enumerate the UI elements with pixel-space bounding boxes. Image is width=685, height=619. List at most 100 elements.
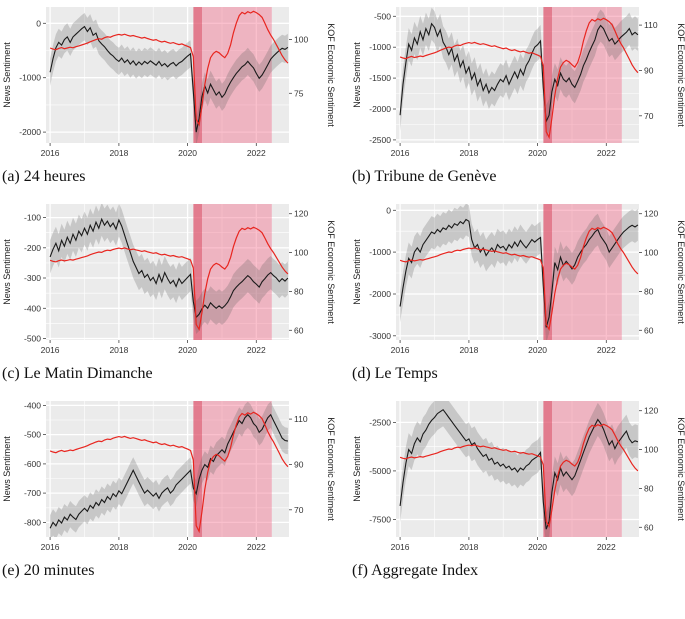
chart-aggregate-index: -2500 -5000 -7500 120 100 80 60 2016 2018 2020 202… bbox=[350, 396, 685, 556]
x-tick-label: 2020 bbox=[178, 345, 197, 355]
x-tick-label: 2022 bbox=[247, 148, 266, 158]
left-axis-title: News Sentiment bbox=[352, 436, 362, 502]
x-tick-label: 2020 bbox=[528, 148, 547, 158]
right-tick-label: 90 bbox=[644, 66, 654, 76]
chart-20-minutes: -400 -500 -600 -700 -800 110 90 70 2016 2018 2020 2… bbox=[0, 396, 336, 556]
right-tick-label: 70 bbox=[644, 111, 654, 121]
right-axis-title: KOF Economic Sentiment bbox=[676, 220, 685, 324]
x-tick-label: 2018 bbox=[459, 542, 478, 552]
x-tick-label: 2020 bbox=[178, 542, 197, 552]
series-group bbox=[399, 204, 639, 340]
right-tick-label: 100 bbox=[294, 34, 308, 44]
x-tick-label: 2016 bbox=[41, 345, 60, 355]
x-tick-label: 2020 bbox=[528, 542, 547, 552]
left-tick-label: -2500 bbox=[369, 135, 391, 145]
x-tick-label: 2022 bbox=[247, 542, 266, 552]
kof-sentiment-line bbox=[399, 17, 639, 140]
first-lockdown-shade bbox=[543, 7, 552, 143]
kof-sentiment-line bbox=[49, 411, 289, 534]
chart-svg: 0 -1000 -2000 100 75 2016 2018 2020 2022 News Sen… bbox=[2, 7, 336, 158]
chart-svg: -100 -200 -300 -400 -500 120 100 80 60 2016 2018 20… bbox=[2, 204, 336, 355]
left-tick-label: -1000 bbox=[369, 247, 391, 257]
figure-six-panel-sentiment: 0 -1000 -2000 100 75 2016 2018 2020 2022 News Sen… bbox=[0, 2, 685, 593]
right-tick-label: 60 bbox=[644, 325, 654, 335]
x-tick-label: 2018 bbox=[109, 148, 128, 158]
caption-c: (c) Le Matin Dimanche bbox=[2, 365, 153, 382]
panel-e: -400 -500 -600 -700 -800 110 90 70 2016 2018 2020 2… bbox=[0, 396, 336, 593]
x-tick-label: 2018 bbox=[109, 345, 128, 355]
left-tick-label: -300 bbox=[24, 273, 41, 283]
right-tick-label: 120 bbox=[294, 209, 308, 219]
panel-c: -100 -200 -300 -400 -500 120 100 80 60 2016 2018 20… bbox=[0, 199, 336, 396]
x-tick-label: 2020 bbox=[528, 345, 547, 355]
left-tick-label: -1500 bbox=[369, 73, 391, 83]
right-tick-label: 75 bbox=[294, 88, 304, 98]
plot-background bbox=[46, 401, 289, 537]
left-tick-label: -1000 bbox=[19, 73, 41, 83]
right-tick-label: 60 bbox=[294, 325, 304, 335]
kof-sentiment-line bbox=[399, 226, 639, 331]
series-group bbox=[49, 401, 289, 537]
first-lockdown-shade bbox=[193, 204, 202, 340]
left-tick-label: -3000 bbox=[369, 331, 391, 341]
chart-24-heures: 0 -1000 -2000 100 75 2016 2018 2020 2022 News Sen… bbox=[0, 2, 336, 162]
left-tick-label: -700 bbox=[24, 488, 41, 498]
panel-b: -500 -1000 -1500 -2000 -2500 110 90 70 2016 2018 2… bbox=[350, 2, 685, 199]
caption-a: (a) 24 heures bbox=[2, 168, 86, 185]
left-tick-label: -2500 bbox=[369, 417, 391, 427]
chart-svg: 0 -1000 -2000 -3000 120 100 80 60 2016 2018 2020 20… bbox=[352, 204, 685, 355]
first-lockdown-shade bbox=[193, 401, 202, 537]
right-tick-label: 110 bbox=[644, 20, 658, 30]
left-tick-label: -600 bbox=[24, 459, 41, 469]
left-tick-label: -5000 bbox=[369, 466, 391, 476]
chart-tribune-de-geneve: -500 -1000 -1500 -2000 -2500 110 90 70 2016 2018 2… bbox=[350, 2, 685, 162]
left-tick-label: -2000 bbox=[369, 104, 391, 114]
kof-sentiment-line bbox=[399, 423, 639, 528]
right-tick-label: 70 bbox=[294, 505, 304, 515]
left-tick-label: -100 bbox=[24, 213, 41, 223]
news-sentiment-line bbox=[49, 217, 289, 319]
plot-background bbox=[396, 401, 639, 537]
chart-svg: -2500 -5000 -7500 120 100 80 60 2016 2018 2020 202… bbox=[352, 401, 685, 552]
right-axis-title: KOF Economic Sentiment bbox=[676, 23, 685, 127]
caption-b: (b) Tribune de Genève bbox=[352, 168, 497, 185]
right-tick-label: 90 bbox=[294, 460, 304, 470]
series-group bbox=[399, 7, 639, 140]
caption-f: (f) Aggregate Index bbox=[352, 562, 479, 579]
news-sentiment-line bbox=[399, 408, 639, 530]
caption-d: (d) Le Temps bbox=[352, 365, 438, 382]
covid-period-shade bbox=[543, 401, 622, 537]
confidence-band bbox=[50, 401, 288, 537]
first-lockdown-shade bbox=[543, 401, 552, 537]
first-lockdown-shade bbox=[193, 7, 202, 143]
right-tick-label: 120 bbox=[644, 209, 658, 219]
left-tick-label: -800 bbox=[24, 517, 41, 527]
left-axis-title: News Sentiment bbox=[2, 42, 12, 108]
right-axis-title: KOF Economic Sentiment bbox=[676, 417, 685, 521]
x-tick-label: 2022 bbox=[597, 345, 616, 355]
right-axis-title: KOF Economic Sentiment bbox=[326, 417, 335, 521]
first-lockdown-shade bbox=[543, 204, 552, 340]
left-axis-title: News Sentiment bbox=[352, 42, 362, 108]
left-tick-label: 0 bbox=[386, 205, 391, 215]
right-tick-label: 80 bbox=[644, 286, 654, 296]
right-tick-label: 80 bbox=[294, 286, 304, 296]
chart-svg: -400 -500 -600 -700 -800 110 90 70 2016 2018 2020 2… bbox=[2, 400, 336, 552]
x-tick-label: 2020 bbox=[178, 148, 197, 158]
x-tick-label: 2016 bbox=[41, 542, 60, 552]
series-group bbox=[49, 10, 289, 143]
left-tick-label: -500 bbox=[24, 334, 41, 344]
plot-background bbox=[46, 204, 289, 340]
left-tick-label: -200 bbox=[24, 243, 41, 253]
left-tick-label: -400 bbox=[24, 400, 41, 410]
chart-le-temps: 0 -1000 -2000 -3000 120 100 80 60 2016 2018 2020 20… bbox=[350, 199, 685, 359]
right-tick-label: 60 bbox=[644, 522, 654, 532]
left-tick-label: -500 bbox=[374, 11, 391, 21]
panel-d: 0 -1000 -2000 -3000 120 100 80 60 2016 2018 2020 20… bbox=[350, 199, 685, 396]
caption-e: (e) 20 minutes bbox=[2, 562, 95, 579]
right-axis-title: KOF Economic Sentiment bbox=[326, 23, 335, 127]
panel-a: 0 -1000 -2000 100 75 2016 2018 2020 2022 News Sen… bbox=[0, 2, 336, 199]
right-tick-label: 100 bbox=[294, 248, 308, 258]
confidence-band bbox=[400, 401, 638, 537]
left-tick-label: -2000 bbox=[19, 127, 41, 137]
